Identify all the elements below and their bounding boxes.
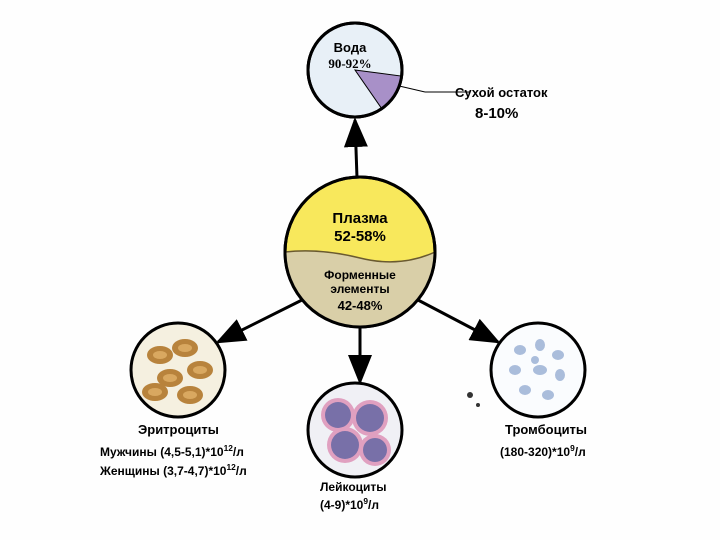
residue-label: Сухой остаток xyxy=(455,85,547,101)
erythrocytes-women: Женщины (3,7-4,7)*1012/л xyxy=(100,462,247,478)
erythrocytes-title: Эритроциты xyxy=(138,422,219,438)
thrombocytes-title: Тромбоциты xyxy=(505,422,587,438)
arrow-to-water xyxy=(355,120,357,178)
water-pct: 90-92% xyxy=(315,56,385,72)
thrombocytes-count: (180-320)*109/л xyxy=(500,443,586,459)
plasma-pct: 52-58% xyxy=(320,228,400,246)
arrow-to-erythrocytes xyxy=(218,300,302,342)
leukocytes-title: Лейкоциты xyxy=(320,480,387,494)
erythrocytes-men: Мужчины (4,5-5,1)*1012/л xyxy=(100,443,244,459)
elements-pct: 42-48% xyxy=(320,298,400,314)
elements-label: Форменные элементы xyxy=(310,268,410,297)
leukocytes-count: (4-9)*109/л xyxy=(320,496,379,512)
water-label: Вода xyxy=(320,40,380,56)
plasma-label: Плазма xyxy=(320,210,400,228)
residue-pct: 8-10% xyxy=(475,105,518,123)
arrow-to-thrombocytes xyxy=(418,300,498,342)
leukocytes-circle xyxy=(308,383,402,477)
